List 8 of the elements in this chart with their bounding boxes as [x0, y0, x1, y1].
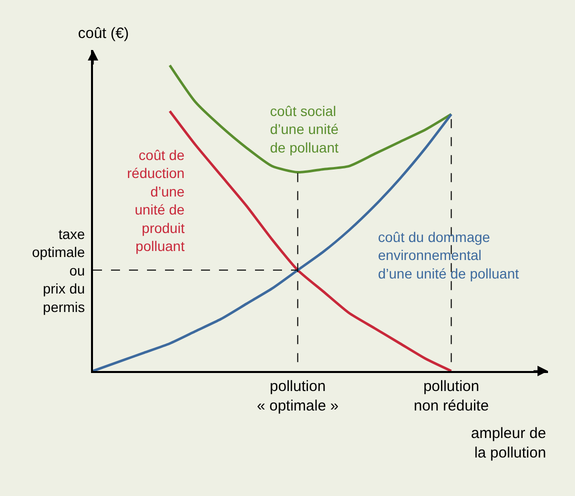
series-label: coût du dommage environnemental d’une unité de polluant	[378, 229, 520, 282]
series-label: coût social d’une unité de polluant	[270, 103, 339, 156]
annotation: taxe optimale ou prix du permis	[32, 226, 86, 315]
x-tick-label: pollution « optimale »	[256, 378, 339, 414]
series-label: coût de réduction d’une unité de produit polluant	[127, 147, 185, 254]
x-axis-title: ampleur de la pollution	[471, 425, 546, 462]
y-axis-title: coût (€)	[78, 25, 129, 42]
x-tick-label: pollution non réduite	[414, 378, 489, 414]
